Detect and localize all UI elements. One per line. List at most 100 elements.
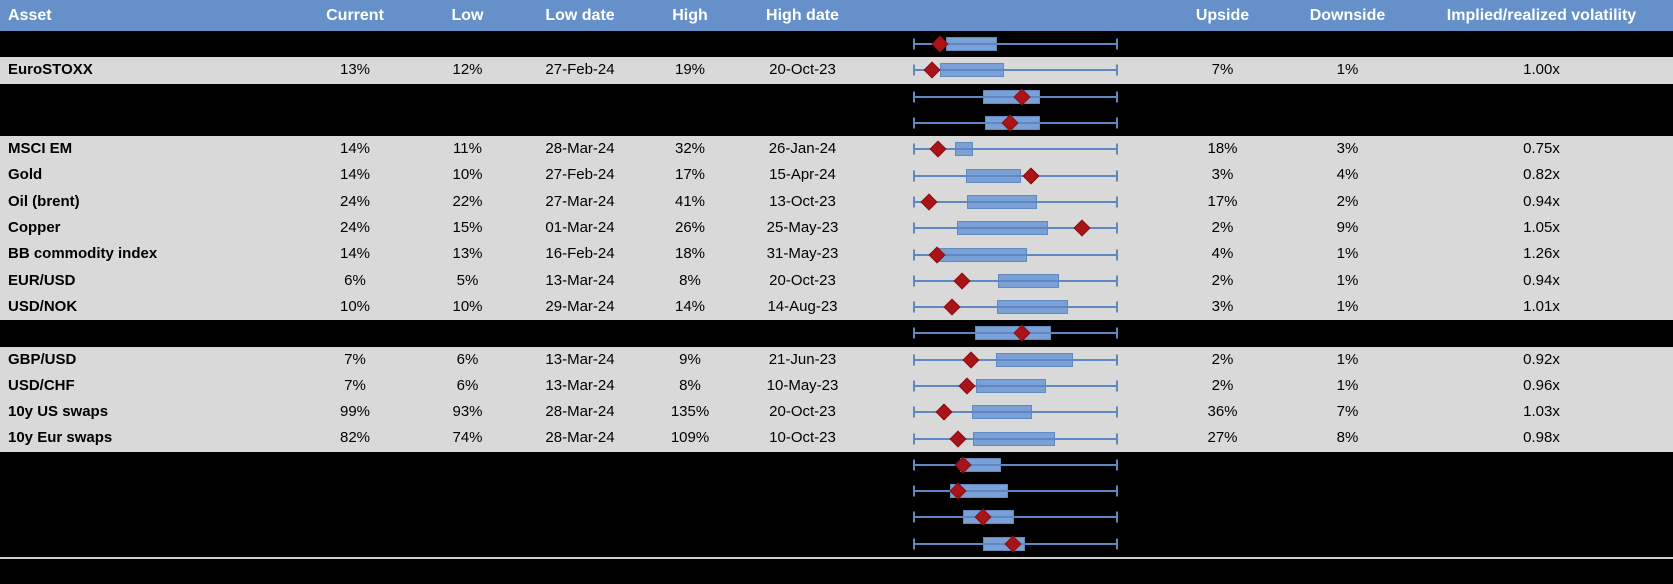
boxplot-right-cap [1116,64,1118,76]
boxplot-left-cap [913,38,915,50]
boxplot-whisker-line [913,148,1118,151]
downside-value: 1% [1336,376,1359,394]
low-date: 27-Mar-24 [545,192,615,210]
high-date: 25-May-23 [766,219,839,237]
upside-value: 27% [1207,429,1238,447]
asset-name: MSCI EM [8,140,73,158]
asset-row: 10y US swaps 99% 93% 28-Mar-24 135% 20-Oct-23… [0,399,1673,426]
asset-name [0,504,290,530]
spacer-row [0,31,1673,58]
current-value: 13% [339,61,371,79]
asset-row: Copper 24% 15% 01-Mar-24 26% 25-May-23 2% 9% 1.0… [0,215,1673,242]
boxplot-right-cap [1116,459,1118,471]
downside-value: 7% [1336,403,1359,421]
low-date [515,478,645,504]
boxplot [913,57,1118,83]
asset-name: GBP/USD [8,350,77,368]
asset-name [0,84,290,110]
implied-realized-value: 1.03x [1523,403,1560,421]
asset-row: 10y Eur swaps 82% 74% 28-Mar-24 109% 10-Oct-2… [0,425,1673,452]
range-chart-cell [870,425,1160,451]
current-value: 24% [339,192,371,210]
boxplot-right-cap [1116,91,1118,103]
range-chart-cell [870,84,1160,110]
range-chart-cell [870,478,1160,504]
upside-value [1160,531,1285,557]
downside-value: 3% [1336,140,1359,158]
high-date: 31-May-23 [766,245,839,263]
downside-value: 1% [1336,350,1359,368]
high-value: 8% [679,376,701,394]
current-value: 6% [344,271,366,289]
high-value: 8% [679,271,701,289]
high-date [735,452,870,478]
low-date [515,320,645,346]
high-date: 14-Aug-23 [767,297,838,315]
upside-value: 7% [1211,61,1234,79]
downside-value: 8% [1336,429,1359,447]
low-value [420,84,515,110]
current-value [290,320,420,346]
implied-realized-value: 1.05x [1523,219,1560,237]
implied-realized-value [1410,320,1673,346]
current-value [290,31,420,57]
low-date: 01-Mar-24 [545,219,615,237]
implied-realized-value: 0.75x [1523,140,1560,158]
range-chart-cell [870,215,1160,241]
low-value: 6% [456,376,479,394]
boxplot-right-cap [1116,511,1118,523]
boxplot-left-cap [913,170,915,182]
high-value [645,504,735,530]
current-value: 7% [344,376,366,394]
downside-value: 1% [1336,271,1359,289]
boxplot [913,425,1118,451]
spacer-row [0,83,1673,110]
boxplot-whisker-line [913,306,1118,309]
implied-realized-value [1410,478,1673,504]
asset-name [0,531,290,557]
boxplot [913,399,1118,425]
downside-value [1285,110,1410,136]
implied-realized-value: 0.94x [1523,192,1560,210]
range-chart-cell [870,347,1160,373]
high-value [645,110,735,136]
asset-name [0,31,290,57]
low-value: 6% [456,350,479,368]
high-value: 26% [674,219,706,237]
downside-value [1285,84,1410,110]
downside-value: 2% [1336,192,1359,210]
boxplot-right-cap [1116,354,1118,366]
implied-realized-value: 0.82x [1523,166,1560,184]
low-value [420,110,515,136]
high-date [735,478,870,504]
current-value [290,452,420,478]
boxplot [913,241,1118,267]
downside-value [1285,452,1410,478]
downside-value [1285,320,1410,346]
boxplot-left-cap [913,485,915,497]
low-date: 13-Mar-24 [545,271,615,289]
boxplot [913,320,1118,346]
low-value: 10% [452,297,483,315]
low-date: 13-Mar-24 [545,350,615,368]
col-header-range-chart [870,0,1160,31]
boxplot-left-cap [913,64,915,76]
low-date: 27-Feb-24 [545,166,615,184]
asset-name [0,110,290,136]
implied-realized-value: 0.98x [1523,429,1560,447]
asset-name: BB commodity index [8,245,158,263]
asset-name: EuroSTOXX [8,61,93,79]
high-value [645,531,735,557]
asset-name [0,452,290,478]
range-chart-cell [870,320,1160,346]
range-chart-cell [870,504,1160,530]
high-value [645,31,735,57]
boxplot-right-cap [1116,538,1118,550]
low-date: 27-Feb-24 [545,61,615,79]
range-chart-cell [870,110,1160,136]
boxplot-left-cap [913,511,915,523]
downside-value: 9% [1336,219,1359,237]
high-value [645,320,735,346]
asset-name: USD/NOK [8,297,78,315]
boxplot-whisker-line [913,200,1118,203]
